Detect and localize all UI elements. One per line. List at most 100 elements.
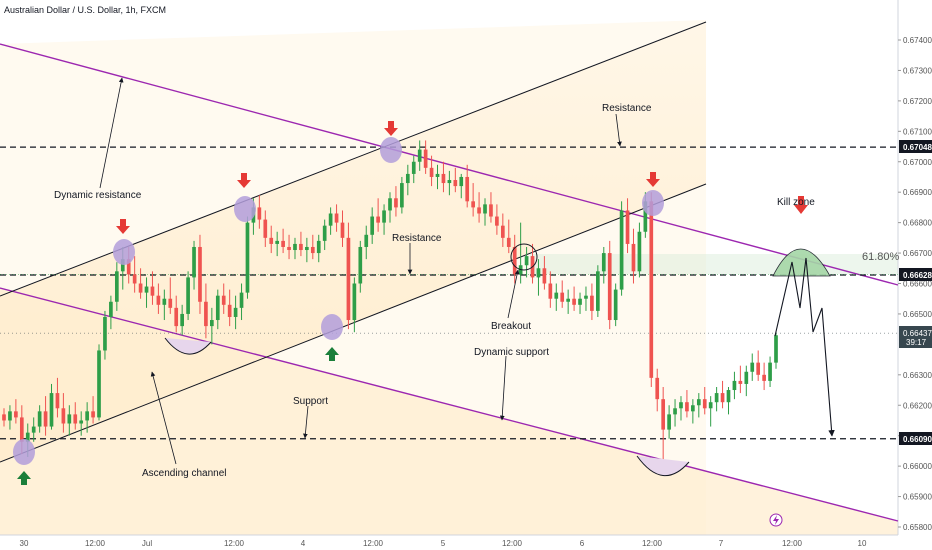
candle xyxy=(328,207,333,235)
candle-body xyxy=(31,426,36,433)
x-tick-label: 6 xyxy=(580,539,585,548)
candle xyxy=(483,198,487,226)
candle-body xyxy=(590,295,594,311)
candle-body xyxy=(477,207,481,214)
candle xyxy=(61,393,66,433)
price-tag-text: 0.67048 xyxy=(903,143,932,152)
candle xyxy=(281,228,285,254)
candle xyxy=(471,183,475,217)
candle xyxy=(435,164,440,190)
candlesticks xyxy=(2,140,778,464)
candle-body xyxy=(655,377,660,400)
candle xyxy=(388,192,392,223)
lightning-icon[interactable] xyxy=(769,513,783,527)
annotation-ascending-channel: Ascending channel xyxy=(142,468,227,479)
candle-body xyxy=(162,298,167,305)
candle-body xyxy=(714,393,719,403)
touch-marker xyxy=(113,239,135,265)
candle-body xyxy=(334,213,339,223)
candle-body xyxy=(613,289,618,321)
candle xyxy=(293,237,297,260)
candle-body xyxy=(512,246,517,275)
candle-body xyxy=(364,234,369,247)
candle-body xyxy=(156,295,161,305)
candle xyxy=(560,280,565,308)
candle-body xyxy=(25,432,30,442)
candle-body xyxy=(221,295,226,305)
candle xyxy=(263,210,268,247)
candle xyxy=(453,167,458,193)
candle-body xyxy=(8,411,12,421)
candle-body xyxy=(726,390,731,403)
candle-body xyxy=(500,225,505,238)
annotation-resistance-top: Resistance xyxy=(602,103,652,114)
candle-body xyxy=(340,222,345,238)
candle xyxy=(334,204,339,232)
candle xyxy=(14,399,18,424)
candle xyxy=(37,405,42,433)
candle xyxy=(269,225,274,254)
price-levels xyxy=(0,146,898,440)
candle xyxy=(85,402,89,433)
candle xyxy=(310,234,315,260)
candle xyxy=(352,277,357,333)
candle xyxy=(768,356,772,387)
candle-body xyxy=(132,274,137,284)
candle-body xyxy=(768,362,772,381)
candle-body xyxy=(643,201,648,232)
candle xyxy=(299,231,303,257)
candle-body xyxy=(435,173,440,177)
annotation-pointers xyxy=(99,77,622,465)
candle-body xyxy=(174,307,179,327)
candle-body xyxy=(269,237,274,244)
candle xyxy=(619,201,624,296)
candle xyxy=(132,256,137,293)
candle-body xyxy=(607,253,612,321)
candle xyxy=(198,234,202,314)
candle xyxy=(340,210,345,247)
candle-body xyxy=(49,393,54,427)
candle-body xyxy=(168,298,173,308)
x-tick-label: 12:00 xyxy=(642,539,663,548)
candle xyxy=(79,411,84,436)
price-tag-0.66628 xyxy=(899,268,932,281)
candle xyxy=(607,240,612,330)
candle xyxy=(316,234,321,263)
countdown-text: 39:17 xyxy=(906,338,927,347)
candle-body xyxy=(275,240,280,244)
candle xyxy=(613,283,618,327)
candle-body xyxy=(738,380,743,384)
signal-arrows xyxy=(17,121,808,485)
candle xyxy=(447,170,452,196)
candle xyxy=(459,173,464,199)
candle xyxy=(673,399,677,427)
candle-body xyxy=(637,231,642,272)
fib-zone xyxy=(530,254,898,274)
x-tick-label: 30 xyxy=(20,539,29,548)
candle xyxy=(376,198,380,232)
candle-body xyxy=(55,393,60,409)
price-tag-0.67048 xyxy=(899,140,932,153)
candle xyxy=(8,405,12,430)
candle-body xyxy=(150,286,155,296)
price-tag-text: 0.66628 xyxy=(903,271,932,280)
candle xyxy=(762,362,766,391)
candle xyxy=(204,283,208,339)
candle xyxy=(91,396,95,424)
candle-body xyxy=(61,408,66,424)
candle xyxy=(489,192,493,223)
candle xyxy=(566,289,570,314)
arrow-down-icon xyxy=(384,121,398,136)
candle xyxy=(394,186,398,217)
candle xyxy=(405,164,410,196)
candle-body xyxy=(702,399,707,409)
candle-body xyxy=(97,350,101,418)
candle-body xyxy=(566,298,570,302)
candle-body xyxy=(394,198,398,208)
arrow-up-icon xyxy=(17,471,31,485)
touch-marker xyxy=(13,439,35,465)
arrow-up-icon xyxy=(325,347,339,361)
candle xyxy=(572,286,576,311)
candle-body xyxy=(649,201,654,378)
